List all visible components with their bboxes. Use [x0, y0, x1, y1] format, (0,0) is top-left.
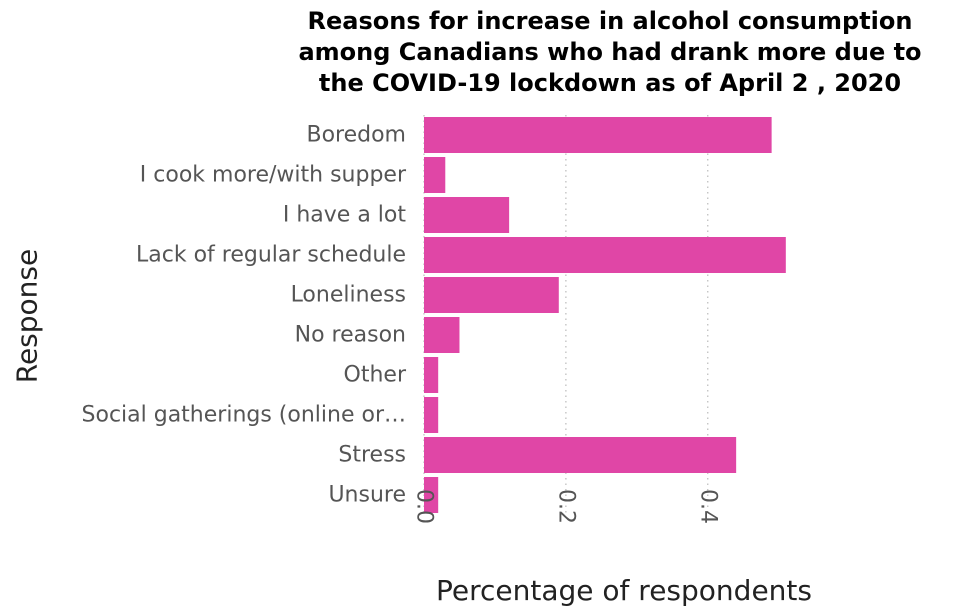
bar-6: [424, 357, 439, 393]
chart-title: Reasons for increase in alcohol consumpt…: [250, 6, 970, 99]
bar-9: [424, 477, 439, 513]
bar-7: [424, 397, 439, 433]
y-tick-label-0: Boredom: [306, 123, 406, 148]
x-tick-label-2: 0.4: [695, 489, 720, 524]
y-tick-label-6: Other: [344, 363, 407, 388]
x-tick-label-0: 0.0: [412, 489, 437, 524]
bar-8: [424, 437, 737, 473]
y-tick-label-8: Stress: [338, 443, 406, 468]
bar-4: [424, 277, 559, 313]
y-tick-label-7: Social gatherings (online or…: [82, 403, 406, 428]
chart-title-line-1: Reasons for increase in alcohol consumpt…: [307, 7, 913, 35]
bar-5: [424, 317, 460, 353]
bar-1: [424, 157, 446, 193]
bar-3: [424, 237, 786, 273]
chart-title-line-3: the COVID-19 lockdown as of April 2 , 20…: [318, 69, 902, 97]
x-axis-label: Percentage of respondents: [436, 574, 812, 607]
chart-title-line-2: among Canadians who had drank more due t…: [298, 38, 922, 66]
x-tick-label-1: 0.2: [553, 489, 578, 524]
y-axis-label: Response: [10, 248, 44, 384]
bar-2: [424, 197, 510, 233]
y-tick-label-5: No reason: [295, 323, 406, 348]
y-tick-label-2: I have a lot: [283, 203, 407, 228]
y-tick-label-9: Unsure: [328, 483, 406, 508]
y-tick-label-3: Lack of regular schedule: [136, 243, 406, 268]
y-tick-label-4: Loneliness: [291, 283, 406, 308]
y-tick-label-1: I cook more/with supper: [140, 163, 407, 188]
bar-0: [424, 117, 772, 153]
